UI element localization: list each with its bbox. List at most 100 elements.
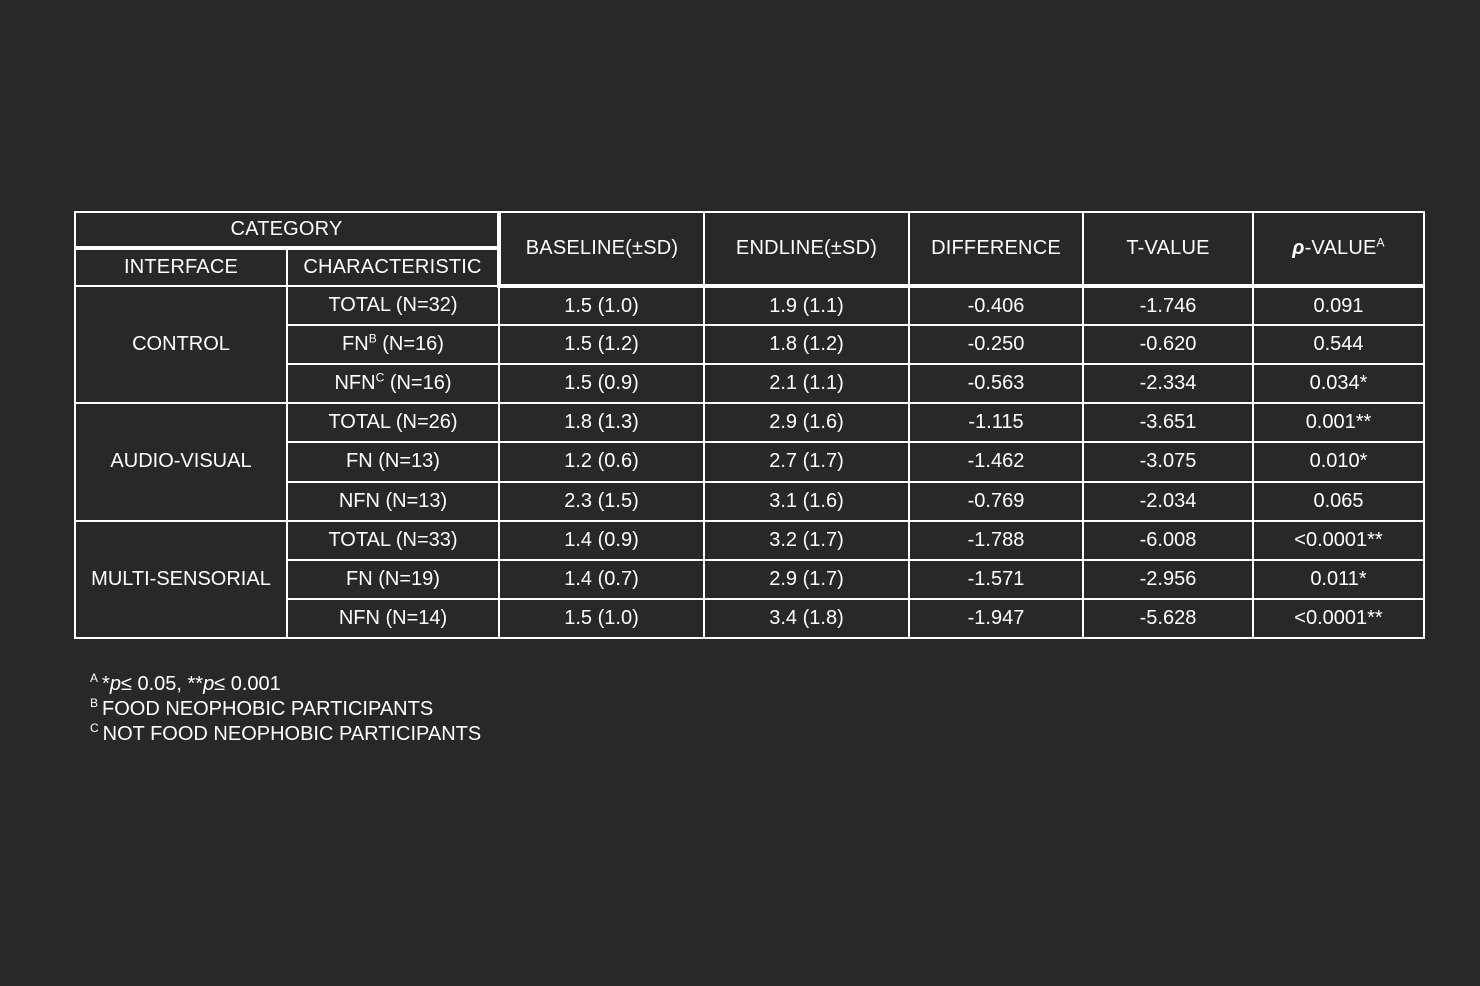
difference-cell: -1.462 [908,441,1084,483]
endline-cell: 3.4 (1.8) [703,597,910,640]
characteristic-cell: NFN (N=13) [286,480,500,522]
characteristic-label: NFN (N=14) [338,606,448,629]
difference-header: DIFFERENCE [908,211,1084,288]
characteristic-label: FN (N=13) [346,450,440,473]
difference-cell: -0.563 [908,363,1084,405]
endline-header: ENDLINE(±SD) [703,211,910,288]
interface-header: INTERFACE [74,247,288,287]
tvalue-header: T-VALUE [1082,211,1254,288]
footnote-a-mid: ≤ 0.05, ** [120,673,204,695]
characteristic-cell: FN (N=19) [286,558,500,600]
table-row: FN (N=19) 1.4 (0.7) 2.9 (1.7) -1.571 -2.956 0… [75,558,1425,600]
table-row: NFN (N=13) 2.3 (1.5) 3.1 (1.6) -0.769 -2.034… [75,480,1425,522]
tvalue-cell: -2.034 [1082,480,1254,522]
table-row: NFN (N=14) 1.5 (1.0) 3.4 (1.8) -1.947 -5.628… [75,597,1425,640]
endline-cell: 2.1 (1.1) [703,363,910,405]
table-body: CONTROL TOTAL (N=32) 1.5 (1.0) 1.9 (1.1) -0.… [74,284,1425,640]
difference-cell: -0.406 [908,284,1084,327]
characteristic-count: (N=16) [384,372,452,395]
baseline-cell: 1.5 (1.0) [498,284,705,327]
interface-cell: AUDIO-VISUAL [74,402,288,522]
baseline-cell: 1.4 (0.7) [498,558,705,600]
tvalue-cell: -6.008 [1082,519,1254,561]
characteristic-cell: FN (N=13) [286,441,500,483]
characteristic-cell: NFNC (N=16) [286,363,500,405]
tvalue-cell: -2.956 [1082,558,1254,600]
pvalue-superscript: A [1376,235,1385,250]
footnote-a-star: * [102,673,110,695]
footnote-a: A *p≤ 0.05, **p≤ 0.001 [90,672,481,697]
results-table: CATEGORY BASELINE(±SD) ENDLINE(±SD) DIFF… [74,211,1425,640]
footnote-b-text: FOOD NEOPHOBIC PARTICIPANTS [102,698,434,720]
difference-cell: -0.769 [908,480,1084,522]
footnote-c-mark: C [90,721,99,736]
table-row: FNB (N=16) 1.5 (1.2) 1.8 (1.2) -0.250 -0.620… [75,324,1425,366]
footnote-b: B FOOD NEOPHOBIC PARTICIPANTS [90,697,481,722]
endline-cell: 1.8 (1.2) [703,324,910,366]
pvalue-cell: 0.010* [1252,441,1425,483]
header-row-1: CATEGORY BASELINE(±SD) ENDLINE(±SD) DIFF… [74,211,1425,288]
pvalue-cell: <0.0001** [1252,597,1425,640]
table-row: NFNC (N=16) 1.5 (0.9) 2.1 (1.1) -0.563 -2.33… [75,363,1425,405]
characteristic-cell: FNB (N=16) [286,324,500,366]
characteristic-count: (N=16) [376,333,444,356]
footnote-b-mark: B [90,696,99,711]
endline-cell: 3.1 (1.6) [703,480,910,522]
baseline-cell: 1.5 (1.2) [498,324,705,366]
baseline-cell: 1.4 (0.9) [498,519,705,561]
difference-cell: -0.250 [908,324,1084,366]
tvalue-cell: -0.620 [1082,324,1254,366]
baseline-cell: 2.3 (1.5) [498,480,705,522]
pvalue-label: -VALUE [1304,237,1377,259]
baseline-cell: 1.2 (0.6) [498,441,705,483]
results-table-container: CATEGORY BASELINE(±SD) ENDLINE(±SD) DIFF… [74,211,1425,640]
tvalue-cell: -2.334 [1082,363,1254,405]
baseline-cell: 1.8 (1.3) [498,402,705,444]
tvalue-cell: -1.746 [1082,284,1254,327]
footnotes: A *p≤ 0.05, **p≤ 0.001 B FOOD NEOPHOBIC PA… [90,672,481,747]
pvalue-cell: 0.544 [1252,324,1425,366]
interface-cell: CONTROL [74,284,288,405]
characteristic-superscript: C [375,370,385,385]
difference-cell: -1.115 [908,402,1084,444]
pvalue-symbol: ρ [1292,237,1305,259]
pvalue-cell: 0.065 [1252,480,1425,522]
header-row-2: INTERFACE CHARACTERISTIC [74,247,1424,287]
footnote-c: C NOT FOOD NEOPHOBIC PARTICIPANTS [90,722,481,747]
characteristic-label: TOTAL (N=32) [328,294,458,317]
tvalue-cell: -3.075 [1082,441,1254,483]
endline-cell: 1.9 (1.1) [703,284,910,327]
pvalue-cell: 0.011* [1252,558,1425,600]
characteristic-header: CHARACTERISTIC [286,247,501,287]
difference-cell: -1.788 [908,519,1084,561]
pvalue-header: ρ-VALUEA [1252,211,1425,288]
difference-cell: -1.947 [908,597,1084,640]
characteristic-label: NFN [334,372,376,395]
footnote-a-p1: p [109,673,121,695]
footnote-a-post: ≤ 0.001 [214,673,281,695]
baseline-header: BASELINE(±SD) [498,211,705,288]
table-row: MULTI-SENSORIAL TOTAL (N=33) 1.4 (0.9) 3.2 … [74,519,1425,640]
category-header: CATEGORY [74,211,501,250]
interface-cell: MULTI-SENSORIAL [74,519,288,640]
baseline-cell: 1.5 (0.9) [498,363,705,405]
characteristic-cell: NFN (N=14) [286,597,500,640]
pvalue-cell: 0.034* [1252,363,1425,405]
characteristic-label: FN (N=19) [346,567,440,590]
pvalue-cell: 0.091 [1252,284,1425,327]
footnote-a-mark: A [90,671,99,686]
characteristic-superscript: B [368,331,377,346]
footnote-a-p2: p [203,673,215,695]
characteristic-label: FN [342,333,369,356]
characteristic-cell: TOTAL (N=33) [286,519,500,561]
difference-cell: -1.571 [908,558,1084,600]
table-row: CONTROL TOTAL (N=32) 1.5 (1.0) 1.9 (1.1) -0.… [74,284,1425,405]
pvalue-cell: <0.0001** [1252,519,1425,561]
baseline-cell: 1.5 (1.0) [498,597,705,640]
endline-cell: 2.7 (1.7) [703,441,910,483]
footnote-c-text: NOT FOOD NEOPHOBIC PARTICIPANTS [102,723,482,745]
characteristic-label: TOTAL (N=33) [328,528,458,551]
pvalue-cell: 0.001** [1252,402,1425,444]
characteristic-cell: TOTAL (N=26) [286,402,500,444]
tvalue-cell: -3.651 [1082,402,1254,444]
